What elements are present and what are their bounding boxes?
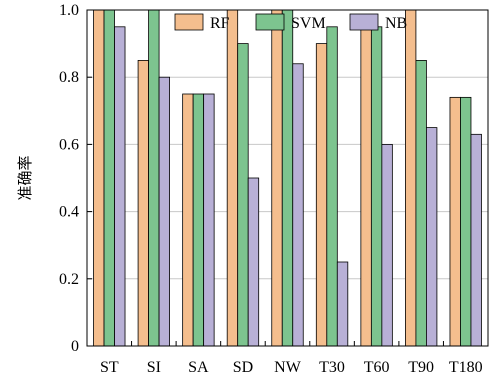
bar-rf-st: [93, 9, 105, 347]
y-tick-label: 0.2: [59, 271, 79, 288]
legend-swatch-svm: [255, 13, 285, 31]
bar-nb-t180: [470, 133, 482, 347]
legend-label-rf: RF: [210, 15, 230, 32]
legend: RF SVM NB: [174, 13, 407, 32]
y-axis-label: 准确率: [16, 155, 34, 200]
bar-nb-t90: [426, 127, 438, 347]
bar-svm-st: [103, 9, 115, 347]
bar-nb-nw: [292, 63, 304, 347]
bar-rf-sd: [226, 9, 239, 347]
legend-swatch-nb: [349, 13, 379, 31]
x-tick-label: T90: [408, 359, 434, 376]
x-axis-ticks: ST SI SA SD NW T30 T60 T90 T180: [100, 341, 483, 376]
y-tick-label: 0.8: [59, 69, 79, 86]
bar-rf-t60: [360, 26, 372, 347]
x-tick-label: T30: [319, 359, 345, 376]
x-tick-label: SA: [188, 359, 209, 376]
x-tick-label: ST: [100, 359, 119, 376]
x-tick-label: SD: [233, 359, 253, 376]
bars: [93, 9, 482, 347]
bar-nb-si: [158, 76, 170, 347]
plot-area-frame: [86, 9, 489, 347]
x-tick-label: NW: [274, 359, 302, 376]
bar-nb-t30: [336, 261, 349, 347]
legend-swatch-rf: [174, 13, 204, 31]
bar-nb-st: [114, 26, 126, 347]
bar-svm-si: [148, 9, 160, 347]
y-axis-ticks: 0 0.2 0.4 0.6 0.8 1.0: [59, 2, 92, 355]
bar-rf-sa: [182, 93, 194, 347]
bar-rf-t30: [315, 43, 328, 347]
y-tick-label: 0.6: [59, 136, 79, 153]
bar-nb-sd: [247, 177, 260, 347]
y-tick-label: 0: [71, 338, 79, 355]
bar-rf-t90: [405, 9, 417, 347]
y-tick-label: 1.0: [59, 2, 79, 19]
bar-svm-t60: [370, 26, 383, 347]
legend-label-nb: NB: [385, 15, 407, 32]
x-tick-label: T60: [364, 359, 390, 376]
bar-svm-t30: [326, 26, 338, 347]
x-tick-label: T180: [449, 359, 483, 376]
bar-svm-nw: [281, 9, 294, 347]
bar-rf-si: [137, 60, 149, 347]
x-tick-label: SI: [147, 359, 161, 376]
bar-svm-t180: [460, 96, 472, 347]
y-tick-label: 0.4: [59, 204, 79, 221]
legend-label-svm: SVM: [291, 15, 326, 32]
bar-svm-sd: [237, 43, 249, 347]
bar-rf-t180: [449, 96, 461, 347]
bar-nb-sa: [203, 93, 215, 347]
bar-svm-t90: [415, 60, 427, 347]
bar-svm-sa: [192, 93, 205, 347]
bar-nb-t60: [381, 143, 393, 347]
bar-rf-nw: [271, 9, 283, 347]
